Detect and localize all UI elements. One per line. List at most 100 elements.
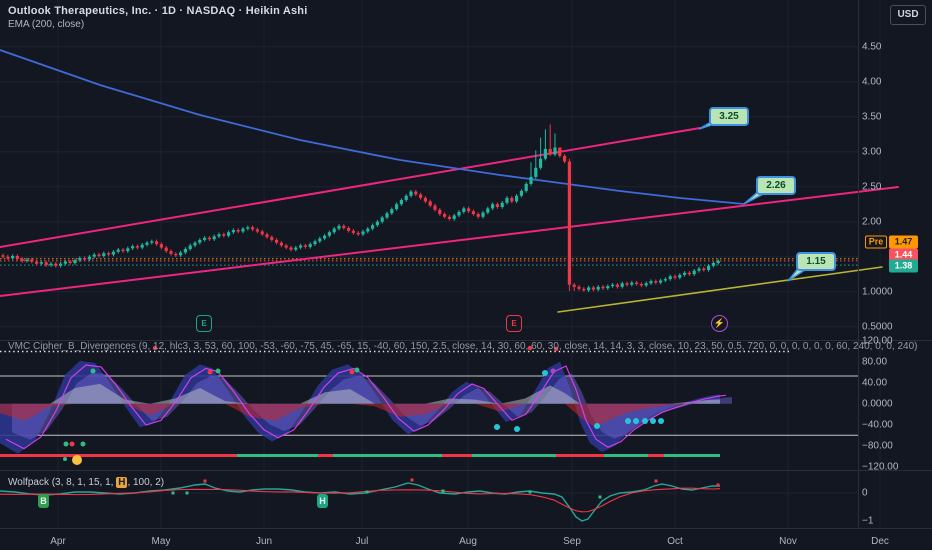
price-axis-label: 3.00 xyxy=(862,146,882,158)
candle-body xyxy=(361,231,365,235)
candle-body xyxy=(433,205,437,210)
ema-200-line[interactable] xyxy=(0,49,745,205)
vmc-axis-label: −40.00 xyxy=(862,419,893,431)
vmc-wave-area xyxy=(0,360,720,454)
support-trendline[interactable] xyxy=(557,266,883,313)
candle-body xyxy=(25,259,29,261)
vmc-signal-dot xyxy=(215,368,221,374)
candle-body xyxy=(515,195,519,202)
pane-divider[interactable] xyxy=(0,340,932,341)
price-axis-label: 4.00 xyxy=(862,76,882,88)
vmc-signal-dot xyxy=(642,418,648,424)
wolfpack-trough-mark xyxy=(185,491,189,495)
candle-body xyxy=(140,244,144,248)
earnings-up-icon[interactable]: E xyxy=(196,315,212,332)
candle-body xyxy=(270,237,274,240)
wolfpack-badge-H[interactable]: H xyxy=(317,494,328,508)
time-axis-label[interactable]: Aug xyxy=(459,536,477,547)
candle-body xyxy=(711,263,715,266)
candle-body xyxy=(323,235,327,239)
vmc-axis-label: 0.0000 xyxy=(862,398,893,410)
price-callout-1.15[interactable]: 1.15 xyxy=(796,252,836,271)
candle-body xyxy=(255,229,259,232)
price-axis-label: 4.50 xyxy=(862,41,882,53)
candle-body xyxy=(462,208,466,212)
earnings-down-icon[interactable]: E xyxy=(506,315,522,332)
vmc-signal-dot xyxy=(63,441,69,447)
candle-body xyxy=(49,263,53,266)
vmc-indicator-title[interactable]: VMC Cipher_B_Divergences (9, 12, hlc3, 3… xyxy=(8,341,918,352)
wolfpack-badge-B[interactable]: B xyxy=(38,494,49,508)
candle-body xyxy=(351,230,355,233)
candle-body xyxy=(625,283,629,285)
candle-body xyxy=(279,242,283,246)
vmc-divergence-dot xyxy=(152,345,158,351)
vmc-signal-dot xyxy=(69,441,75,447)
vmc-signal-dot xyxy=(550,368,556,374)
candle-body xyxy=(145,242,149,245)
price-callout-2.26[interactable]: 2.26 xyxy=(756,176,796,195)
candle-body xyxy=(289,247,293,250)
candle-body xyxy=(6,256,10,259)
candle-body xyxy=(390,209,394,214)
lightning-event-icon[interactable]: ⚡ xyxy=(711,315,728,332)
ema-study-label[interactable]: EMA (200, close) xyxy=(8,19,85,30)
time-axis-label[interactable]: Apr xyxy=(50,536,66,547)
time-axis-label[interactable]: Oct xyxy=(667,536,683,547)
candle-body xyxy=(529,176,533,184)
candle-body xyxy=(183,249,187,253)
candle-body xyxy=(524,183,528,191)
candle-body xyxy=(241,228,245,232)
candle-body xyxy=(495,204,499,207)
candle-body xyxy=(428,201,432,206)
candle-body xyxy=(395,204,399,210)
pane-divider[interactable] xyxy=(0,528,932,529)
candle-body xyxy=(486,208,490,213)
wolfpack-trough-mark xyxy=(441,489,445,493)
candle-body xyxy=(409,191,413,196)
time-axis-label[interactable]: Dec xyxy=(871,536,889,547)
candle-body xyxy=(203,237,207,240)
candle-body xyxy=(687,272,691,275)
candle-body xyxy=(222,234,226,236)
candle-body xyxy=(87,256,91,260)
wolfpack-indicator-title[interactable]: Wolfpack (3, 8, 1, 15, 1, H, 100, 2) xyxy=(8,477,164,488)
candle-body xyxy=(491,204,495,209)
price-axis-divider[interactable] xyxy=(858,0,859,528)
wolfpack-title-pre: Wolfpack (3, 8, 1, 15, 1, xyxy=(8,477,117,488)
candle-body xyxy=(510,197,514,202)
wolfpack-h-badge: H xyxy=(116,477,128,488)
pane-divider[interactable] xyxy=(0,470,932,471)
vmc-signal-dot xyxy=(72,455,82,465)
candle-body xyxy=(644,283,648,286)
price-callout-3.25[interactable]: 3.25 xyxy=(709,107,749,126)
wolfpack-title-post: , 100, 2) xyxy=(127,477,165,488)
candle-body xyxy=(591,287,595,290)
time-axis-label[interactable]: Nov xyxy=(779,536,797,547)
wolfpack-fast-line xyxy=(0,482,720,522)
price-axis-label: 2.00 xyxy=(862,216,882,228)
candle-body xyxy=(673,276,677,278)
candle-body xyxy=(318,238,322,242)
candle-body xyxy=(11,256,15,259)
symbol-title[interactable]: Outlook Therapeutics, Inc. · 1D · NASDAQ… xyxy=(8,5,308,17)
time-axis-label[interactable]: Jul xyxy=(355,536,369,547)
candle-body xyxy=(601,286,605,289)
candle-body xyxy=(332,228,336,233)
lower-channel-trendline[interactable] xyxy=(0,186,899,297)
currency-toggle-button[interactable]: USD xyxy=(890,5,926,25)
candle-body xyxy=(611,284,615,287)
candle-body xyxy=(294,247,298,250)
candle-body xyxy=(212,236,216,240)
candle-body xyxy=(15,256,19,259)
time-axis-label[interactable]: May xyxy=(151,536,171,547)
candle-body xyxy=(414,191,418,195)
vmc-signal-dot xyxy=(494,424,500,430)
candle-body xyxy=(174,253,178,256)
upper-channel-trendline[interactable] xyxy=(0,127,701,248)
time-axis-label[interactable]: Sep xyxy=(563,536,581,547)
candle-body xyxy=(678,274,682,278)
time-axis-label[interactable]: Jun xyxy=(255,536,273,547)
